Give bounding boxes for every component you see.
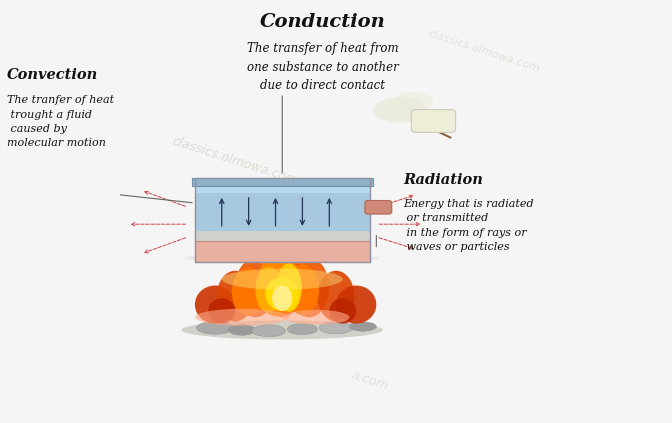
Ellipse shape (228, 325, 255, 335)
Ellipse shape (317, 271, 355, 321)
Text: classics.olmowa.com: classics.olmowa.com (427, 28, 541, 74)
Ellipse shape (393, 92, 433, 111)
Ellipse shape (257, 255, 294, 316)
Text: Radiation: Radiation (403, 173, 483, 187)
Ellipse shape (289, 258, 329, 317)
FancyBboxPatch shape (365, 201, 392, 214)
Ellipse shape (282, 310, 349, 325)
Ellipse shape (181, 321, 383, 339)
Ellipse shape (276, 263, 302, 312)
Ellipse shape (195, 286, 235, 324)
Text: classics.olmowa.com: classics.olmowa.com (171, 134, 300, 187)
Ellipse shape (265, 277, 299, 311)
Text: Conduction: Conduction (259, 13, 386, 31)
Ellipse shape (235, 258, 276, 317)
Ellipse shape (319, 322, 353, 334)
Bar (195, 231, 370, 241)
Ellipse shape (185, 253, 380, 263)
Text: a.com: a.com (349, 368, 390, 393)
Ellipse shape (272, 286, 292, 311)
Ellipse shape (349, 322, 376, 331)
Ellipse shape (336, 286, 376, 324)
Ellipse shape (208, 298, 235, 324)
FancyBboxPatch shape (195, 241, 370, 262)
Text: Energy that is radiated
 or transmitted
 in the form of rays or
 waves or partic: Energy that is radiated or transmitted i… (403, 199, 534, 252)
Ellipse shape (252, 325, 286, 337)
Bar (195, 178, 370, 262)
Ellipse shape (222, 269, 343, 290)
Bar (195, 193, 370, 231)
Text: The tranfer of heat
 trought a fluid
 caused by
molecular motion: The tranfer of heat trought a fluid caus… (7, 95, 114, 148)
FancyBboxPatch shape (411, 110, 456, 132)
Ellipse shape (329, 298, 356, 324)
Bar (195, 186, 370, 193)
Ellipse shape (196, 321, 233, 334)
Ellipse shape (373, 97, 427, 123)
FancyBboxPatch shape (192, 178, 373, 186)
Bar (195, 241, 370, 262)
Ellipse shape (232, 267, 265, 316)
Ellipse shape (216, 271, 253, 321)
Text: The transfer of heat from
one substance to another
due to direct contact: The transfer of heat from one substance … (247, 42, 398, 92)
Ellipse shape (287, 324, 317, 335)
Ellipse shape (195, 309, 289, 326)
Text: Convection: Convection (7, 68, 98, 82)
Ellipse shape (261, 250, 304, 317)
Ellipse shape (286, 264, 319, 315)
Ellipse shape (255, 266, 282, 313)
